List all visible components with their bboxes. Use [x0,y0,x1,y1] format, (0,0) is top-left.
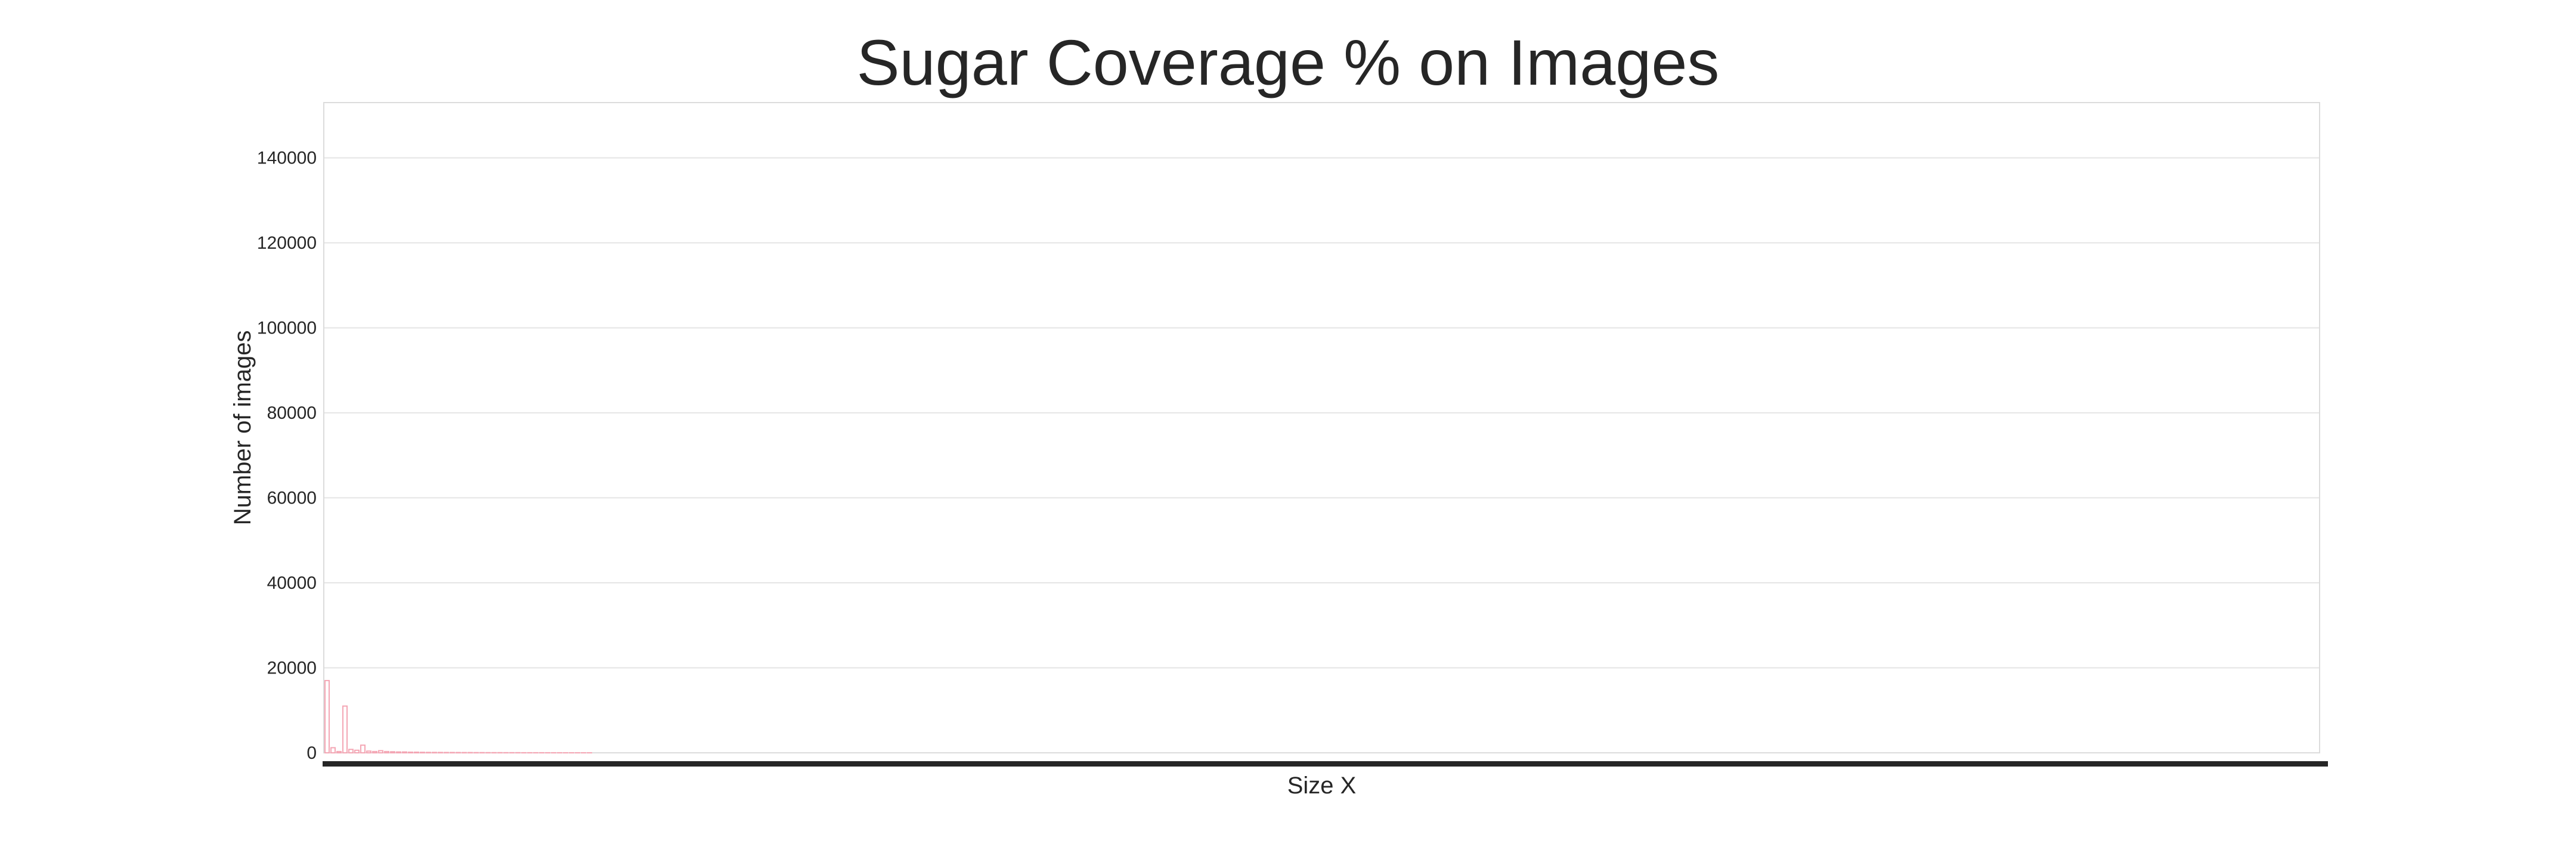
bar [342,705,348,754]
bar [324,679,330,754]
bar [450,752,455,753]
bar [396,751,401,754]
y-tick-labels: 0 20000 40000 60000 80000 100000 120000 140000 [257,149,317,763]
y-axis-label: Number of images [230,330,256,526]
y-tick-label: 100000 [257,319,317,338]
x-axis-label: Size X [1287,773,1357,799]
y-tick-label: 60000 [267,489,317,508]
y-tick-label: 0 [306,743,317,763]
chart-title: Sugar Coverage % on Images [856,26,1720,98]
bar [402,751,407,754]
bar [414,751,419,754]
plot-frame [323,102,2320,753]
bar [366,750,371,753]
bar [420,752,425,754]
bar [354,749,360,753]
x-axis-baseline [323,761,2328,767]
bar [336,750,342,754]
bar [348,749,354,754]
bars [324,679,592,754]
x-tick-band [323,761,2328,767]
bar [444,752,449,753]
bar [384,750,389,754]
bar [408,751,413,754]
y-tick-label: 120000 [257,233,317,253]
bar [360,744,366,754]
bar [372,750,377,754]
y-tick-label: 20000 [267,659,317,678]
bar [330,747,336,753]
y-tick-label: 140000 [257,149,317,168]
bar [426,752,431,754]
bar [390,751,395,754]
bar [438,752,443,753]
y-tick-label: 40000 [267,573,317,593]
gridlines [324,157,2320,669]
bar [432,752,437,754]
y-tick-label: 80000 [267,403,317,423]
bar [378,750,383,753]
